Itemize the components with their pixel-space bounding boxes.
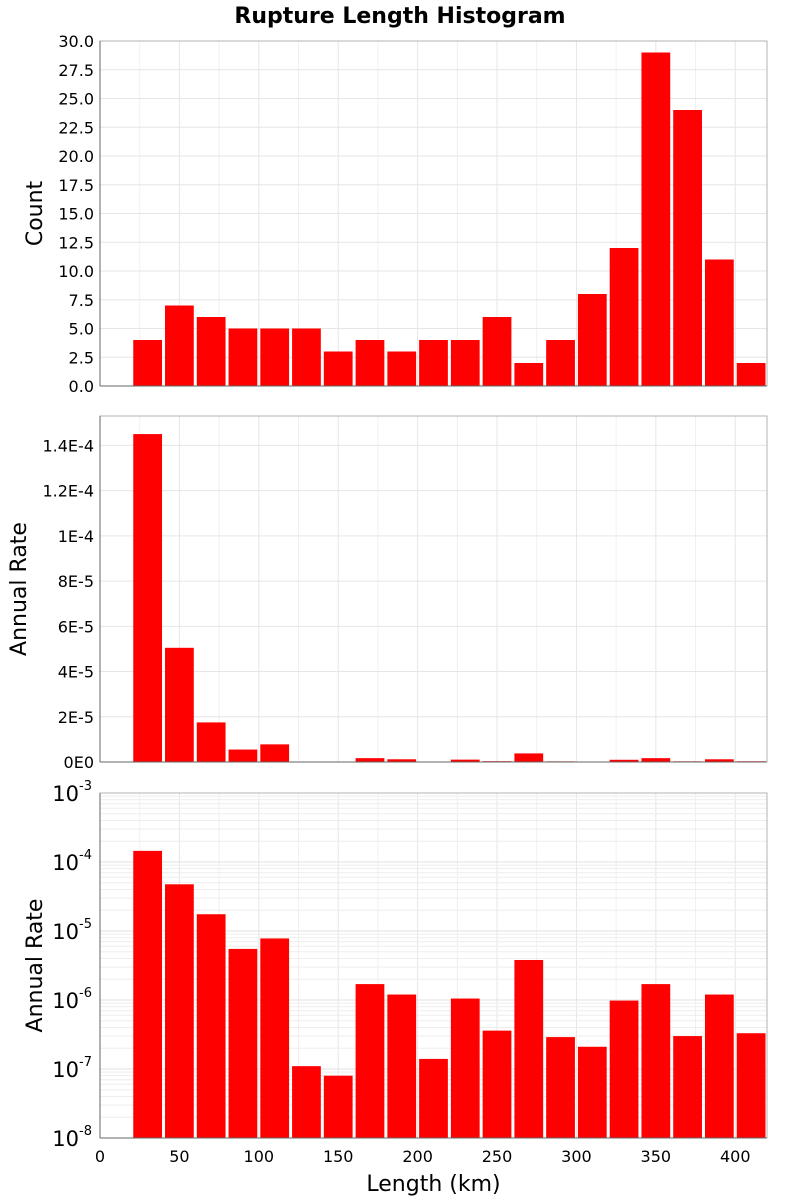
histogram-bar <box>577 294 607 386</box>
histogram-bar <box>704 759 734 762</box>
y-axis-label: Annual Rate <box>7 522 32 656</box>
y-tick-label: 17.5 <box>58 176 94 195</box>
y-tick-label: 27.5 <box>58 61 94 80</box>
y-tick-label: 4E-5 <box>58 663 94 682</box>
histogram-bar <box>323 1075 353 1138</box>
y-tick-label: 2.5 <box>69 348 94 367</box>
histogram-bar <box>196 317 226 386</box>
y-tick-label: 1E-4 <box>58 527 94 546</box>
histogram-bar <box>228 328 258 386</box>
x-tick-label: 0 <box>95 1147 105 1166</box>
y-axis-label: Count <box>23 180 48 246</box>
histogram-bar <box>419 1058 448 1138</box>
histogram-bar <box>419 340 448 386</box>
histogram-bar <box>355 984 385 1138</box>
y-tick-label: 1.4E-4 <box>42 436 94 455</box>
y-tick-label: 30.0 <box>58 32 94 51</box>
histogram-bar <box>482 317 512 386</box>
count-panel: 0.0 2.5 5.0 7.5 10.0 12.5 15.0 17.5 20.0 22.5 25.0… <box>23 32 768 396</box>
histogram-bar <box>704 994 734 1138</box>
chart-title: Rupture Length Histogram <box>234 4 565 29</box>
histogram-bar <box>514 753 544 762</box>
x-tick-label: 100 <box>244 1147 275 1166</box>
histogram-bar <box>355 340 385 386</box>
histogram-bar <box>450 759 480 762</box>
histogram-bar <box>133 850 163 1138</box>
y-tick-label: 10-6 <box>52 986 92 1013</box>
histogram-bar <box>450 998 480 1138</box>
y-tick-label: 20.0 <box>58 147 94 166</box>
histogram-bar <box>387 994 417 1138</box>
annual-rate-linear-panel: 0E0 2E-5 4E-5 6E-5 8E-5 1E-4 1.2E-4 1.4E-4 Annua… <box>7 415 768 772</box>
histogram-bar <box>387 351 417 386</box>
y-tick-label: 1.2E-4 <box>42 482 94 501</box>
y-tick-label: 10.0 <box>58 262 94 281</box>
histogram-bar <box>196 914 226 1138</box>
x-tick-label: 50 <box>169 1147 189 1166</box>
y-tick-label: 6E-5 <box>58 617 94 636</box>
histogram-bar <box>736 363 766 386</box>
histogram-bar <box>133 340 163 386</box>
histogram-bar <box>609 1000 639 1138</box>
y-tick-label: 10-8 <box>52 1124 92 1151</box>
histogram-bar <box>260 328 290 386</box>
histogram-bar <box>323 351 353 386</box>
histogram-bar <box>165 305 194 386</box>
histogram-bar <box>165 647 194 762</box>
y-tick-label: 0.0 <box>69 377 94 396</box>
x-tick-label: 400 <box>720 1147 751 1166</box>
y-tick-label: 10-4 <box>52 848 92 875</box>
histogram-bar <box>577 1046 607 1138</box>
histogram-bar <box>387 759 417 762</box>
x-tick-label: 350 <box>641 1147 672 1166</box>
histogram-bar <box>292 1066 321 1138</box>
histogram-bar <box>228 749 258 762</box>
histogram-bar <box>133 434 163 762</box>
y-tick-label: 10-7 <box>52 1055 92 1082</box>
y-tick-label: 10-5 <box>52 917 92 944</box>
histogram-bar <box>673 1036 702 1138</box>
y-tick-label: 0E0 <box>64 753 94 772</box>
histogram-bar <box>641 984 671 1138</box>
annual-rate-log-panel: 10-8 10-7 10-6 10-5 10-4 10-3 Annual Rate 0 50 10… <box>23 779 768 1197</box>
y-axis-label: Annual Rate <box>23 899 48 1033</box>
y-tick-label: 15.0 <box>58 205 94 224</box>
histogram-bar <box>704 259 734 386</box>
y-tick-label: 7.5 <box>69 291 94 310</box>
y-tick-label: 25.0 <box>58 90 94 109</box>
histogram-bar <box>355 758 385 762</box>
histogram-bar <box>260 938 290 1138</box>
histogram-bar <box>609 248 639 386</box>
x-tick-label: 250 <box>482 1147 513 1166</box>
histogram-bar <box>673 110 702 386</box>
histogram-bar <box>514 959 544 1138</box>
x-tick-label: 200 <box>402 1147 433 1166</box>
histogram-bar <box>609 759 639 762</box>
histogram-bar <box>228 948 258 1138</box>
y-tick-label: 8E-5 <box>58 572 94 591</box>
y-tick-label: 22.5 <box>58 118 94 137</box>
histogram-bar <box>196 722 226 762</box>
y-tick-label: 5.0 <box>69 320 94 339</box>
histogram-bar <box>514 363 544 386</box>
y-tick-label: 10-3 <box>52 779 92 806</box>
histogram-bar <box>260 744 290 762</box>
histogram-bar <box>165 884 194 1138</box>
histogram-bar <box>292 328 321 386</box>
histogram-bar <box>450 340 480 386</box>
histogram-bar <box>546 340 575 386</box>
histogram-bar <box>482 1030 512 1138</box>
plot-frame <box>99 415 768 763</box>
x-axis-label: Length (km) <box>366 1172 500 1197</box>
x-tick-label: 150 <box>323 1147 354 1166</box>
histogram-bar <box>546 1037 575 1138</box>
y-tick-label: 2E-5 <box>58 708 94 727</box>
y-tick-label: 12.5 <box>58 233 94 252</box>
histogram-bar <box>736 1033 766 1138</box>
x-tick-label: 300 <box>561 1147 592 1166</box>
histogram-bar <box>641 52 671 386</box>
histogram-bar <box>641 758 671 762</box>
